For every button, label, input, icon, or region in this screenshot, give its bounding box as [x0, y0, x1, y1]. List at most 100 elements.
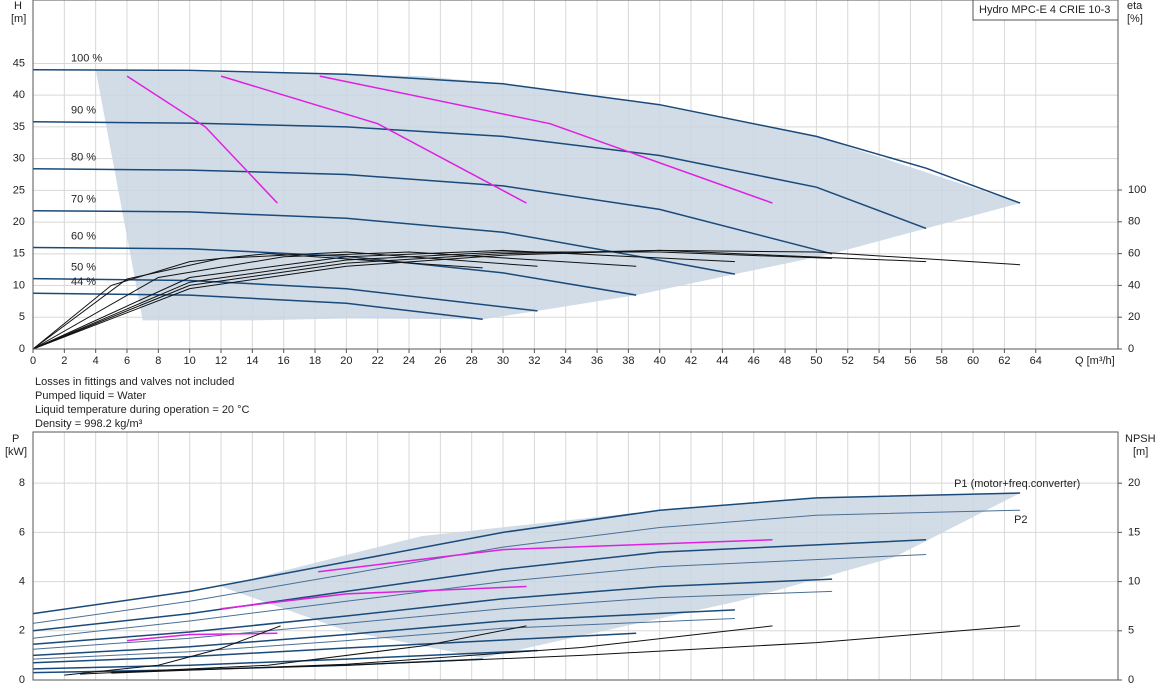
x-tick-label: 58 [936, 355, 948, 367]
y2-tick-label: 5 [1128, 625, 1134, 637]
y-tick-label: 4 [19, 575, 25, 587]
y-tick-label: 8 [19, 477, 25, 489]
curve [32, 618, 735, 660]
y2-tick-label: 0 [1128, 674, 1134, 686]
y2-tick-label: 20 [1128, 311, 1140, 323]
curve [32, 590, 833, 650]
curve [32, 554, 927, 639]
y2-tick-label: 40 [1128, 279, 1140, 291]
y2-tick-label: 100 [1128, 184, 1146, 196]
curve [32, 292, 483, 320]
curve [319, 75, 773, 204]
curve [32, 209, 736, 275]
curve [32, 168, 833, 255]
y2-tick-label: 10 [1128, 575, 1140, 587]
x-tick-label: 22 [372, 355, 384, 367]
y2-unit: [m] [1133, 446, 1148, 458]
x-tick-label: 10 [184, 355, 196, 367]
secondary-curve [64, 625, 281, 676]
y2-tick-label: 0 [1128, 343, 1134, 355]
y-tick-label: 6 [19, 526, 25, 538]
bottom-frame [32, 431, 1119, 681]
marks [32, 69, 1021, 676]
secondary-curve [32, 253, 483, 350]
secondary-curve [32, 249, 1021, 350]
curve-label: 50 % [71, 261, 96, 273]
y-tick-label: 20 [13, 216, 25, 228]
x-tick-label: 34 [560, 355, 572, 367]
y-tick-label: 0 [19, 674, 25, 686]
curve [32, 509, 1021, 624]
x-tick-label: 8 [155, 355, 161, 367]
curve-label: 70 % [71, 194, 96, 206]
y-tick-label: 0 [19, 343, 25, 355]
x-tick-label: 62 [998, 355, 1010, 367]
curve [318, 539, 773, 573]
y2-tick-label: 60 [1128, 248, 1140, 260]
x-tick-label: 50 [810, 355, 822, 367]
curve [32, 69, 1021, 204]
y-tick-label: 10 [13, 279, 25, 291]
x-tick-label: 48 [779, 355, 791, 367]
curve [32, 632, 637, 664]
y2-tick-label: 20 [1128, 477, 1140, 489]
y-label: H [14, 0, 22, 12]
chart-title: Hydro MPC-E 4 CRIE 10-3 [979, 4, 1110, 16]
curve [126, 75, 278, 204]
secondary-curve [32, 249, 735, 350]
curve [32, 277, 538, 312]
secondary-curve [32, 251, 637, 350]
x-tick-label: 56 [904, 355, 916, 367]
y-unit: [kW] [5, 446, 27, 458]
note: Pumped liquid = Water [35, 390, 147, 402]
y2-unit: [%] [1127, 13, 1143, 25]
curve-label: 90 % [71, 105, 96, 117]
curve [32, 649, 538, 670]
curve-label: 44 % [71, 276, 96, 288]
secondary-curve [79, 625, 527, 675]
x-tick-label: 46 [748, 355, 760, 367]
curve [32, 539, 927, 632]
curve-label: P2 [1014, 514, 1027, 526]
title-box [972, 0, 1119, 21]
top-frame [32, 0, 1119, 350]
x-tick-label: 30 [497, 355, 509, 367]
x-tick-label: 14 [246, 355, 258, 367]
x-tick-label: 4 [93, 355, 99, 367]
y2-tick-label: 80 [1128, 216, 1140, 228]
curve [32, 492, 1021, 615]
x-tick-label: 24 [403, 355, 415, 367]
x-tick-label: 52 [842, 355, 854, 367]
x-tick-label: 18 [309, 355, 321, 367]
note: Density = 998.2 kg/m³ [35, 418, 143, 430]
secondary-curve [32, 251, 833, 350]
x-tick-label: 64 [1030, 355, 1042, 367]
y-tick-label: 30 [13, 153, 25, 165]
x-tick-label: 0 [30, 355, 36, 367]
y2-label: NPSH [1125, 433, 1156, 445]
curve [32, 609, 735, 657]
y-tick-label: 25 [13, 184, 25, 196]
y-unit: [m] [11, 13, 26, 25]
curve [32, 121, 927, 230]
x-tick-label: 60 [967, 355, 979, 367]
y-label: P [12, 433, 19, 445]
x-tick-label: 44 [716, 355, 728, 367]
y2-label: eta [1127, 0, 1143, 12]
x-tick-label: 42 [685, 355, 697, 367]
curve-label: 80 % [71, 152, 96, 164]
x-tick-label: 28 [466, 355, 478, 367]
y2-tick-label: 15 [1128, 526, 1140, 538]
x-tick-label: 6 [124, 355, 130, 367]
x-tick-label: 54 [873, 355, 885, 367]
x-label: Q [m³/h] [1075, 355, 1115, 367]
y-tick-label: 35 [13, 121, 25, 133]
curve-label: P1 (motor+freq.converter) [954, 478, 1080, 490]
x-tick-label: 26 [434, 355, 446, 367]
curve-label: 60 % [71, 230, 96, 242]
curve [220, 585, 527, 610]
x-tick-label: 36 [591, 355, 603, 367]
y-tick-label: 45 [13, 57, 25, 69]
curve [126, 632, 278, 642]
